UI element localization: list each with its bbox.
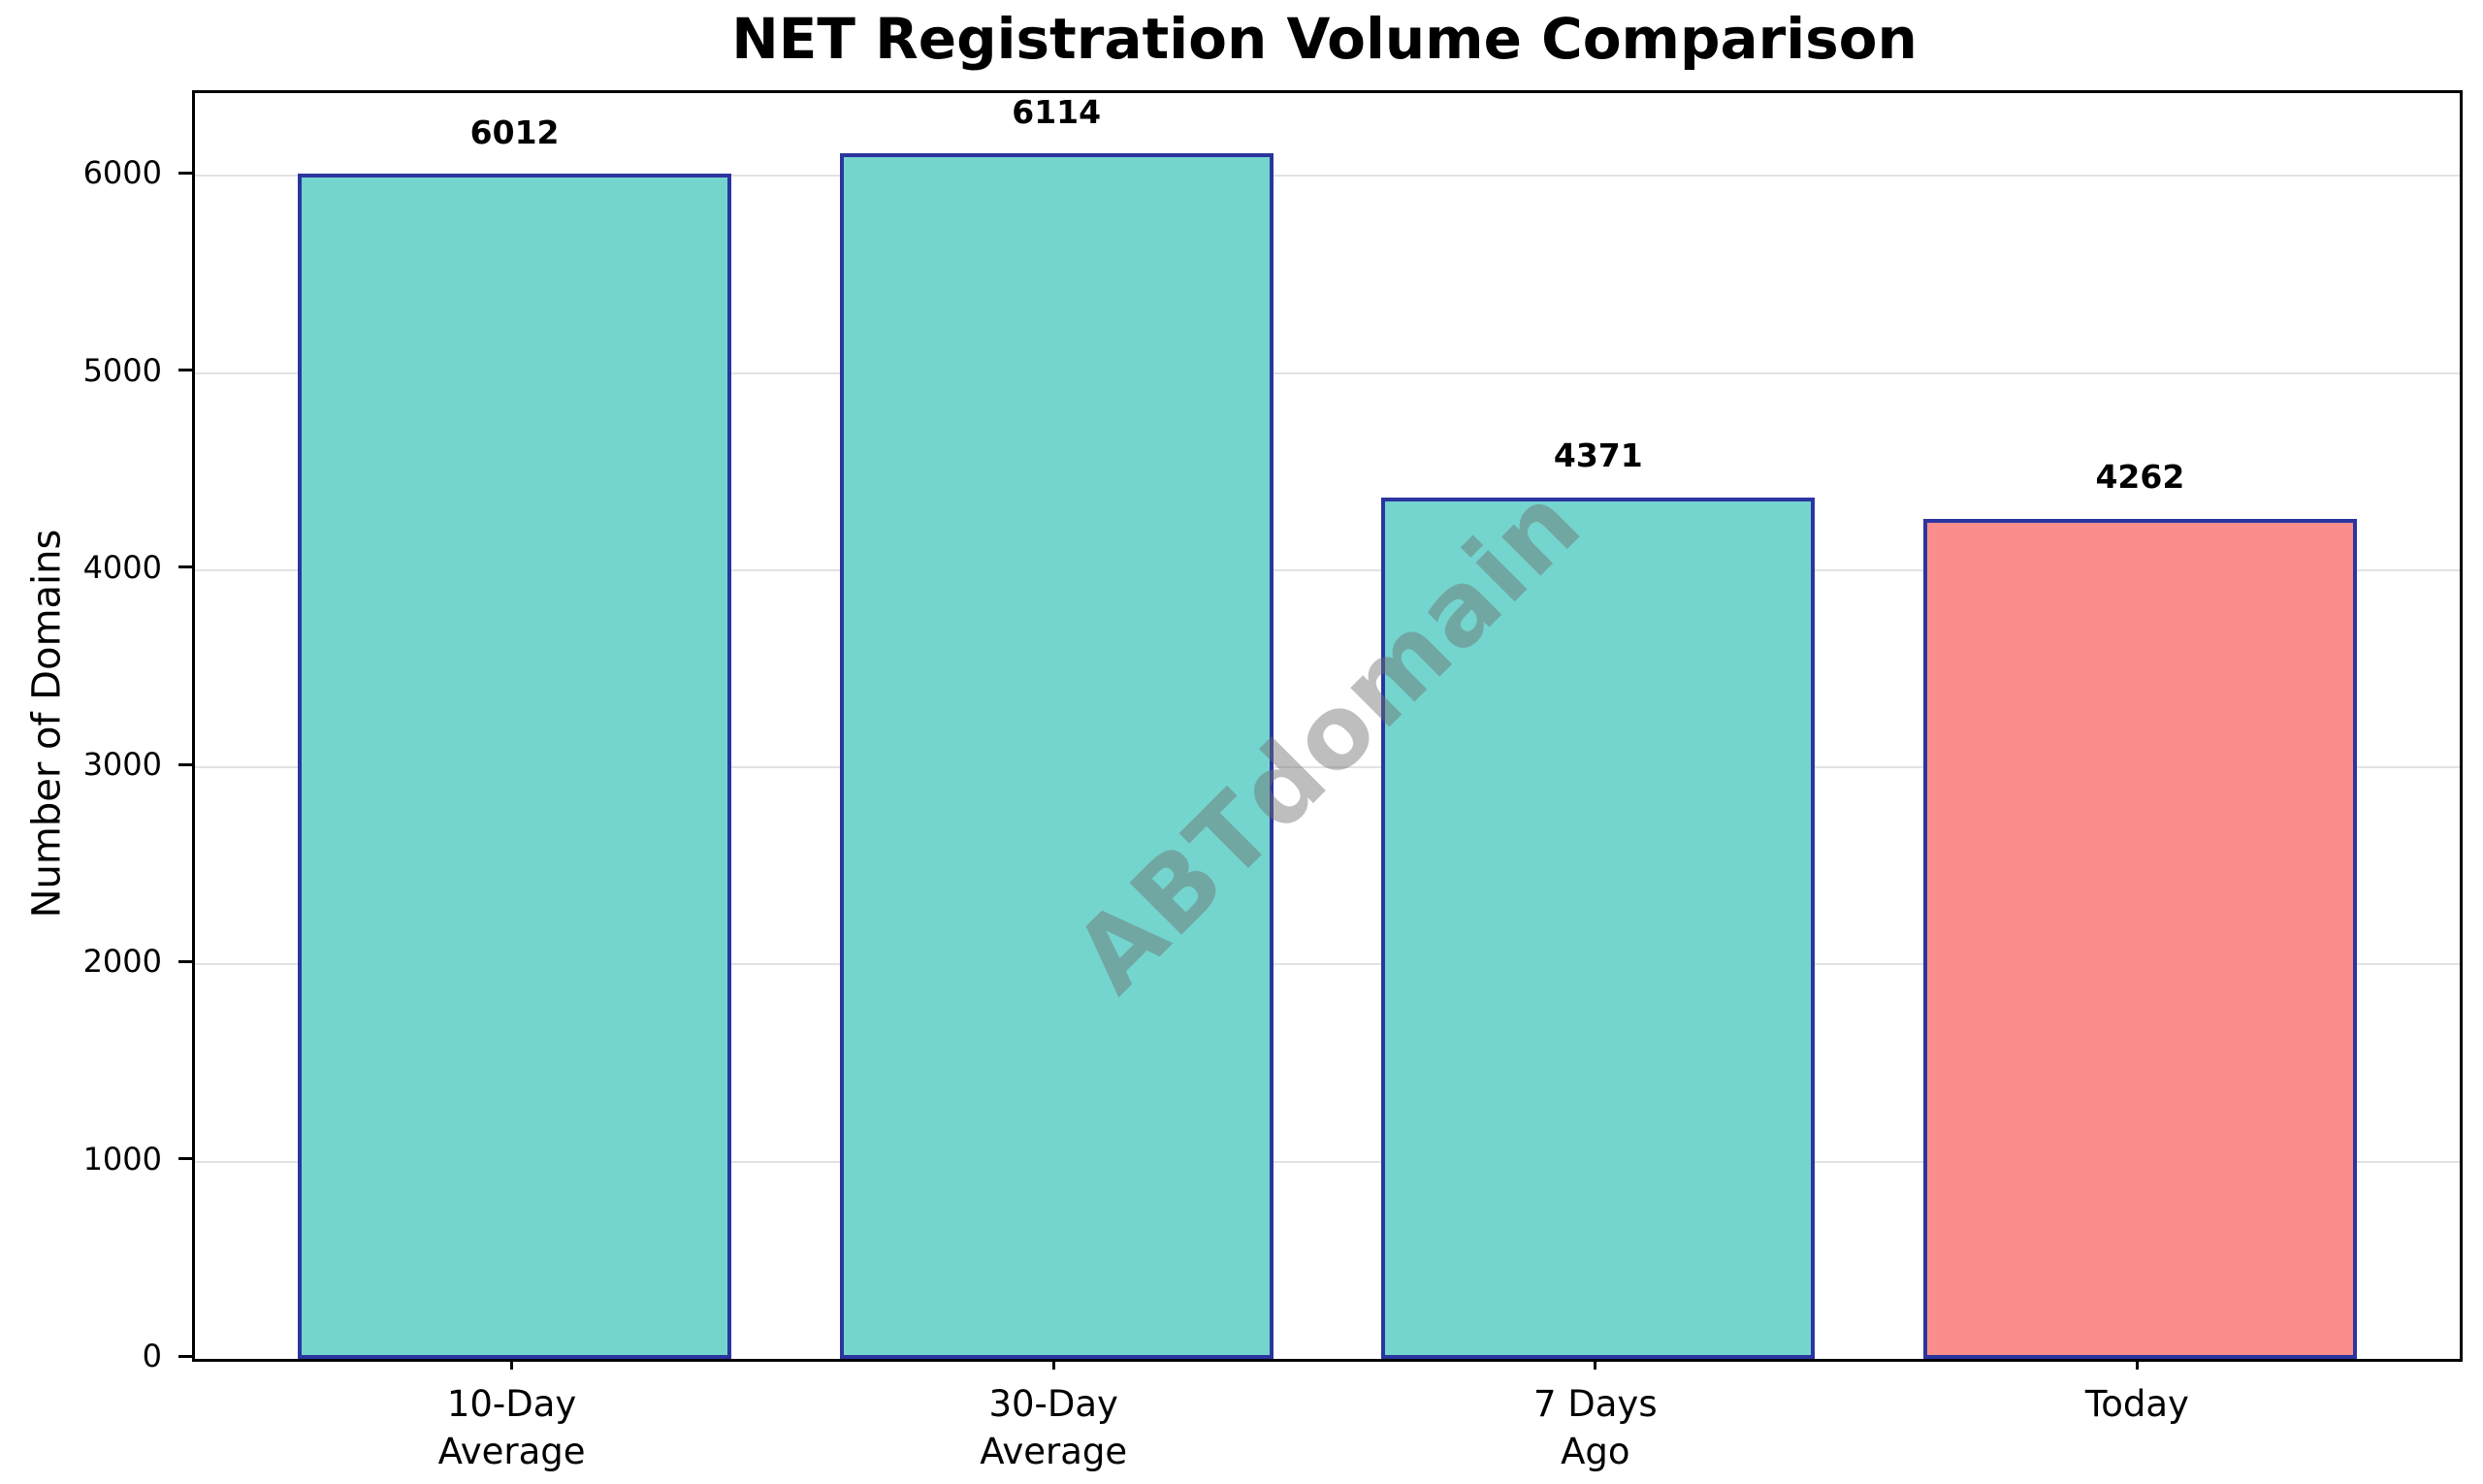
- x-tick-mark-1: [1051, 1357, 1055, 1370]
- y-tick-mark-0: [178, 1354, 192, 1358]
- y-tick-label-2000: 2000: [82, 943, 162, 981]
- x-tick-label-2: 7 Days Ago: [1324, 1381, 1867, 1476]
- y-tick-label-1000: 1000: [82, 1140, 162, 1178]
- x-tick-label-1: 30-Day Average: [782, 1381, 1325, 1476]
- plot-area: 6012 6114 4371 4262 ABTdomain: [192, 90, 2463, 1362]
- x-tick-label-line: 10-Day: [446, 1383, 577, 1425]
- gridline-5000: [195, 371, 2460, 374]
- bar-3: [1922, 518, 2357, 1359]
- bar-value-label-1: 6114: [1012, 92, 1102, 131]
- x-tick-label-line: Ago: [1561, 1430, 1630, 1472]
- gridline-3000: [195, 766, 2460, 769]
- gridline-1000: [195, 1160, 2460, 1163]
- x-tick-label-line: Average: [980, 1430, 1128, 1472]
- x-tick-mark-0: [510, 1357, 514, 1370]
- y-tick-label-3000: 3000: [82, 746, 162, 784]
- bar-1: [839, 153, 1274, 1359]
- bar-0: [298, 173, 731, 1359]
- x-tick-label-0: 10-Day Average: [241, 1381, 784, 1476]
- y-tick-label-5000: 5000: [82, 351, 162, 389]
- gridline-6000: [195, 175, 2460, 177]
- bar-2: [1381, 497, 1816, 1359]
- chart-title: NET Registration Volume Comparison: [731, 6, 1918, 72]
- y-tick-mark-5000: [178, 369, 192, 372]
- y-tick-mark-2000: [178, 959, 192, 963]
- y-tick-label-4000: 4000: [82, 548, 162, 586]
- x-tick-mark-2: [1594, 1357, 1597, 1370]
- x-tick-label-line: Today: [2084, 1383, 2189, 1425]
- bar-value-label-0: 6012: [469, 113, 560, 151]
- x-tick-label-line: 7 Days: [1532, 1383, 1658, 1425]
- y-tick-label-0: 0: [142, 1338, 162, 1374]
- gridline-4000: [195, 568, 2460, 571]
- x-tick-mark-3: [2135, 1357, 2139, 1370]
- x-tick-label-3: Today: [1865, 1381, 2408, 1429]
- x-tick-label-line: 30-Day: [988, 1383, 1118, 1425]
- x-tick-label-line: Average: [437, 1430, 586, 1472]
- gridline-2000: [195, 963, 2460, 966]
- y-tick-label-6000: 6000: [82, 154, 162, 192]
- y-tick-mark-1000: [178, 1157, 192, 1161]
- bar-value-label-3: 4262: [2095, 458, 2185, 497]
- y-tick-mark-3000: [178, 762, 192, 766]
- y-tick-mark-6000: [178, 171, 192, 175]
- bar-value-label-2: 4371: [1553, 436, 1643, 475]
- y-tick-mark-4000: [178, 565, 192, 569]
